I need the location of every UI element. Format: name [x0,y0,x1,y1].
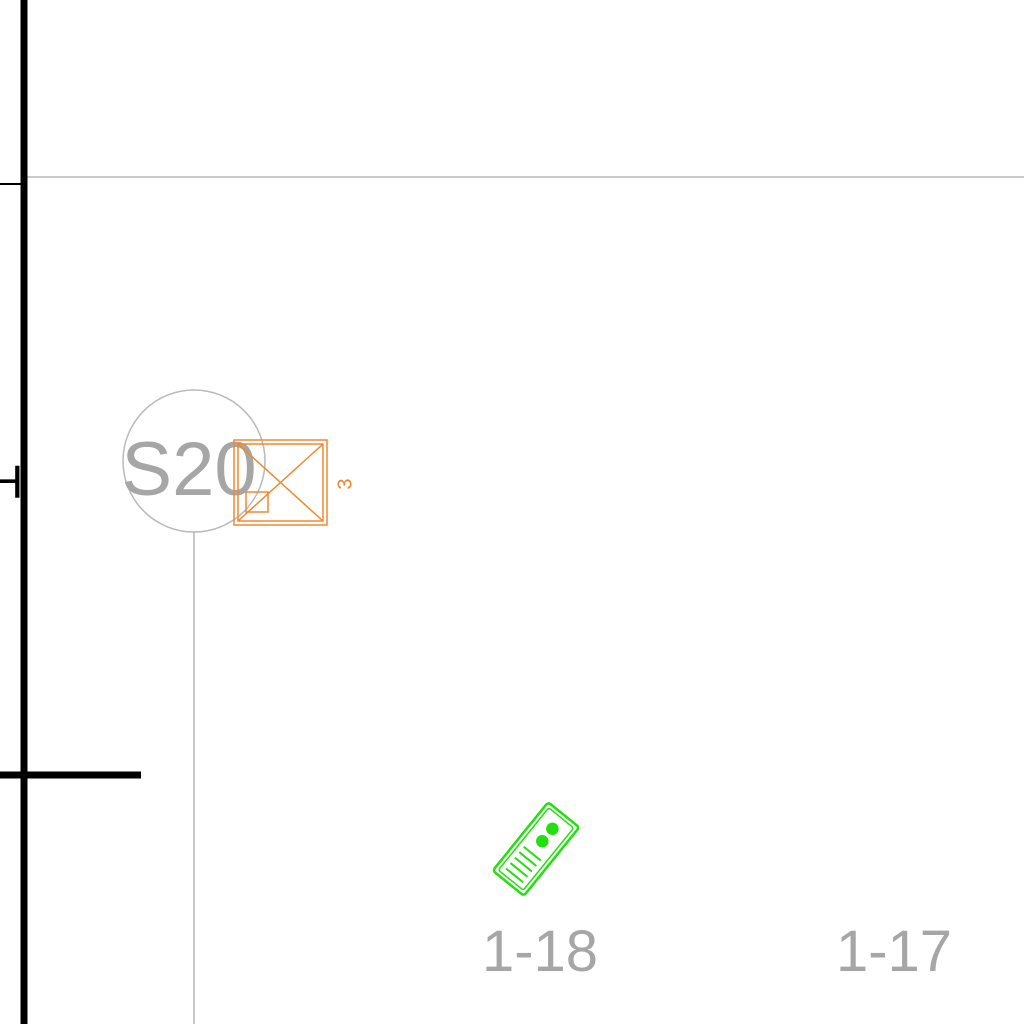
room-label-1-18: 1-18 [482,919,598,984]
wall-label: H [0,456,23,508]
room-label-1-17: 1-17 [836,919,952,984]
grid-bubble: S20 [121,390,265,532]
remote-control-icon [493,802,579,896]
walls [0,0,141,1024]
device-tag: 3 [334,478,356,489]
